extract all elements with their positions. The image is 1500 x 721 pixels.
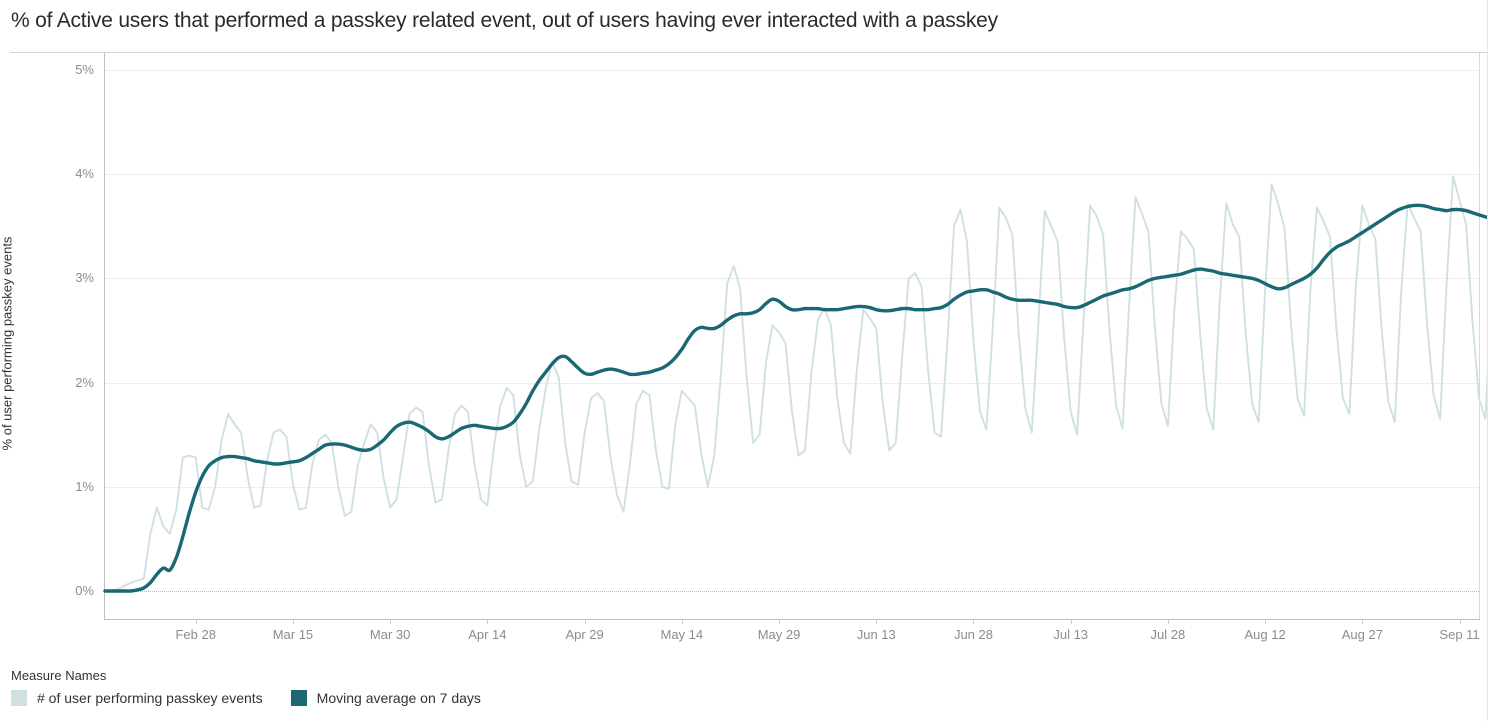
x-axis-tick-mark — [390, 619, 392, 624]
x-axis-tick-label: Aug 12 — [1244, 627, 1286, 642]
plot-area: % of user performing passkey events 0% 1%… — [0, 53, 1500, 619]
y-axis-tick-label: 4% — [75, 166, 94, 182]
x-axis-tick-mark — [973, 619, 975, 624]
series-layer — [103, 175, 1500, 593]
gridline — [105, 486, 1479, 488]
series-line-raw — [104, 175, 1500, 592]
x-axis-tick-label: May 29 — [757, 627, 801, 642]
series-line-moving-average — [103, 203, 1500, 593]
x-axis-tick-mark — [1070, 619, 1072, 624]
right-gutter — [1487, 0, 1500, 721]
y-axis-tick-label: 3% — [75, 270, 94, 286]
gridline — [105, 70, 1479, 71]
legend-color-swatch — [290, 690, 307, 706]
x-axis-tick-mark — [1167, 619, 1169, 624]
x-axis-tick-mark — [487, 619, 489, 624]
x-axis: Feb 28 Mar 15 Mar 30 Apr 14 Apr 29 May 14 May … — [0, 619, 1488, 661]
legend-item-label: Moving average on 7 days — [316, 690, 481, 706]
x-axis-tick-label: May 14 — [660, 627, 704, 642]
y-axis-tick-label: 2% — [75, 374, 94, 390]
x-axis-tick-label: Mar 15 — [272, 627, 314, 642]
title-divider — [10, 52, 1488, 53]
x-axis-tick-label: Apr 14 — [468, 627, 507, 642]
gridline — [105, 174, 1479, 176]
x-axis-tick-mark — [1459, 619, 1461, 624]
legend-item-raw[interactable]: # of user performing passkey events — [11, 690, 263, 706]
legend-color-swatch — [11, 690, 27, 706]
x-axis-tick-label: Jul 13 — [1053, 627, 1089, 642]
legend-title: Measure Names — [11, 668, 107, 683]
x-axis-tick-label: Aug 27 — [1341, 627, 1383, 642]
x-axis-tick-mark — [584, 619, 586, 624]
x-axis-tick-label: Feb 28 — [175, 627, 216, 642]
x-axis-tick-label: Jun 13 — [856, 627, 896, 642]
x-axis-tick-label: Mar 30 — [369, 627, 411, 642]
x-axis-tick-mark — [779, 619, 781, 624]
y-axis-line — [104, 53, 105, 619]
zero-baseline — [105, 591, 1479, 592]
legend-items: # of user performing passkey events Movin… — [11, 690, 711, 706]
x-axis-tick-label: Jul 28 — [1150, 627, 1186, 642]
legend: Measure Names # of user performing passk… — [11, 668, 711, 706]
legend-item-moving-average[interactable]: Moving average on 7 days — [290, 690, 481, 706]
x-axis-tick-mark — [292, 619, 294, 624]
x-axis-tick-mark — [876, 619, 878, 624]
x-axis-tick-label: Sep 11 — [1439, 627, 1480, 642]
x-axis-tick-mark — [195, 619, 197, 624]
gridline — [105, 278, 1479, 280]
x-axis-tick-mark — [681, 619, 683, 624]
y-axis-tick-label: 0% — [75, 583, 94, 598]
x-axis-tick-label: Jun 28 — [953, 627, 993, 642]
y-axis-tick-label: 5% — [75, 62, 94, 77]
plot-right-border — [1479, 53, 1480, 619]
legend-item-label: # of user performing passkey events — [37, 690, 263, 706]
gridline — [105, 382, 1479, 384]
x-axis-line — [104, 619, 1480, 620]
x-axis-tick-mark — [1265, 619, 1267, 624]
chart-title: % of Active users that performed a passk… — [11, 9, 998, 32]
x-axis-tick-mark — [1362, 619, 1364, 624]
x-axis-tick-label: Apr 29 — [565, 627, 604, 642]
y-axis-tick-label: 1% — [75, 478, 94, 494]
